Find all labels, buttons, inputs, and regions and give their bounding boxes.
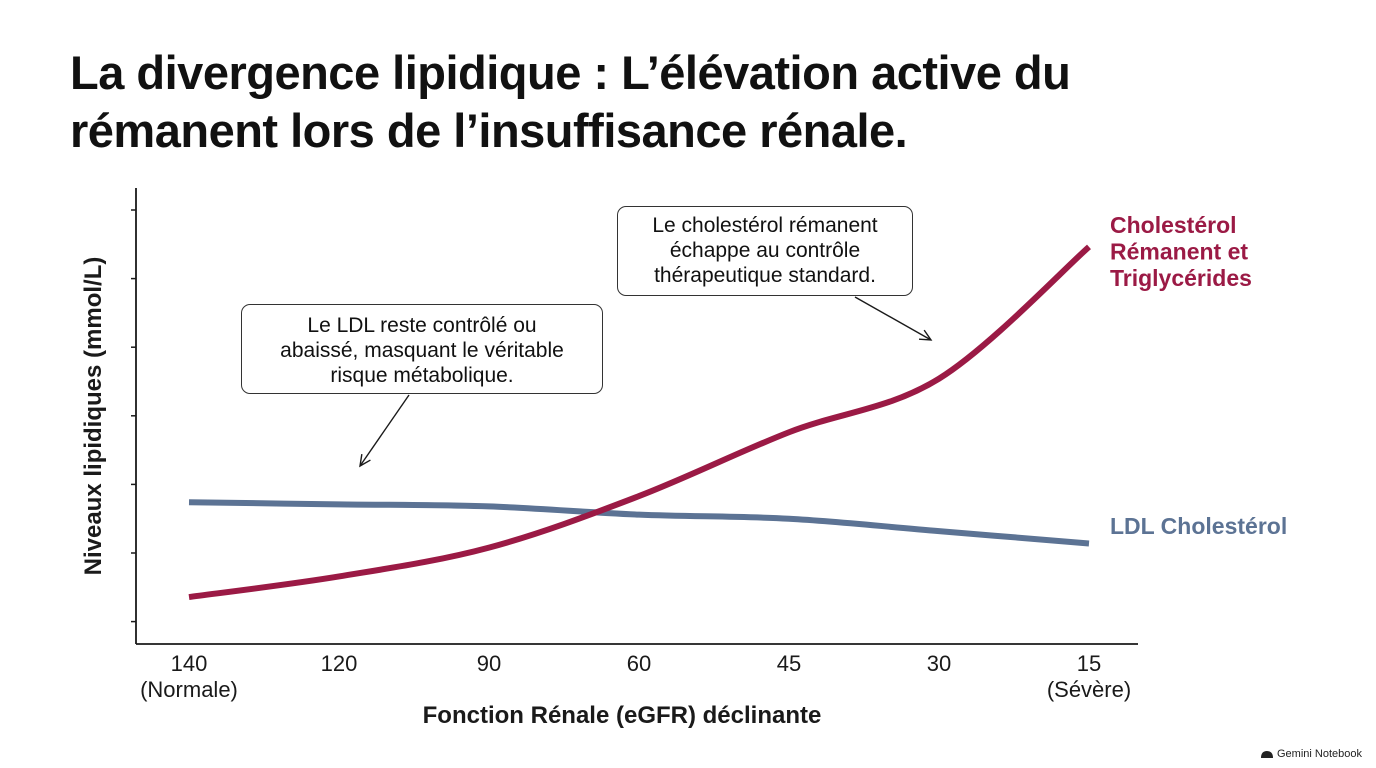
ldl-series-line (188, 499, 1090, 547)
remnant-annotation-arrow-head (918, 329, 933, 341)
ldl-series-label: LDL Cholestérol (1110, 513, 1287, 539)
x-axis-title: Fonction Rénale (eGFR) déclinante (423, 702, 822, 729)
gemini-logo-icon (1261, 751, 1273, 758)
x-tick-sublabel: (Sévère) (1047, 677, 1131, 702)
x-tick-label: 140 (171, 651, 208, 676)
watermark-text: Gemini Notebook (1277, 748, 1362, 760)
ldl-annotation-arrow (359, 394, 410, 467)
chart-title: La divergence lipidique : L’élévation ac… (70, 46, 1071, 157)
x-tick-sublabel: (Normale) (140, 677, 238, 702)
axes (131, 188, 1138, 645)
x-tick-label: 60 (627, 651, 651, 676)
remnant-series-label: Rémanent et (1110, 239, 1248, 265)
series-lines (188, 244, 1091, 601)
remnant-annotation-arrow (854, 296, 932, 341)
x-tick-label: 45 (777, 651, 801, 676)
chart-labels: 140(Normale) 120 90 60 45 30 15(Sévère) Fonctio… (80, 212, 1287, 729)
remnant-annotation-callout: Le cholestérol rémanent échappe au contr… (617, 206, 913, 296)
annotation-arrows (359, 296, 933, 468)
x-tick-label: 15 (1077, 651, 1101, 676)
y-axis-title: Niveaux lipidiques (mmol/L) (80, 257, 107, 576)
remnant-series-label: Cholestérol (1110, 212, 1237, 238)
watermark: Gemini Notebook (1261, 748, 1362, 760)
remnant-series-line (188, 244, 1091, 601)
x-tick-label: 30 (927, 651, 951, 676)
remnant-series-label: Triglycérides (1110, 265, 1252, 291)
ldl-annotation-arrow-head (359, 454, 371, 468)
ldl-annotation-callout: Le LDL reste contrôlé ou abaissé, masqua… (241, 304, 603, 394)
x-tick-label: 120 (321, 651, 358, 676)
x-tick-label: 90 (477, 651, 501, 676)
